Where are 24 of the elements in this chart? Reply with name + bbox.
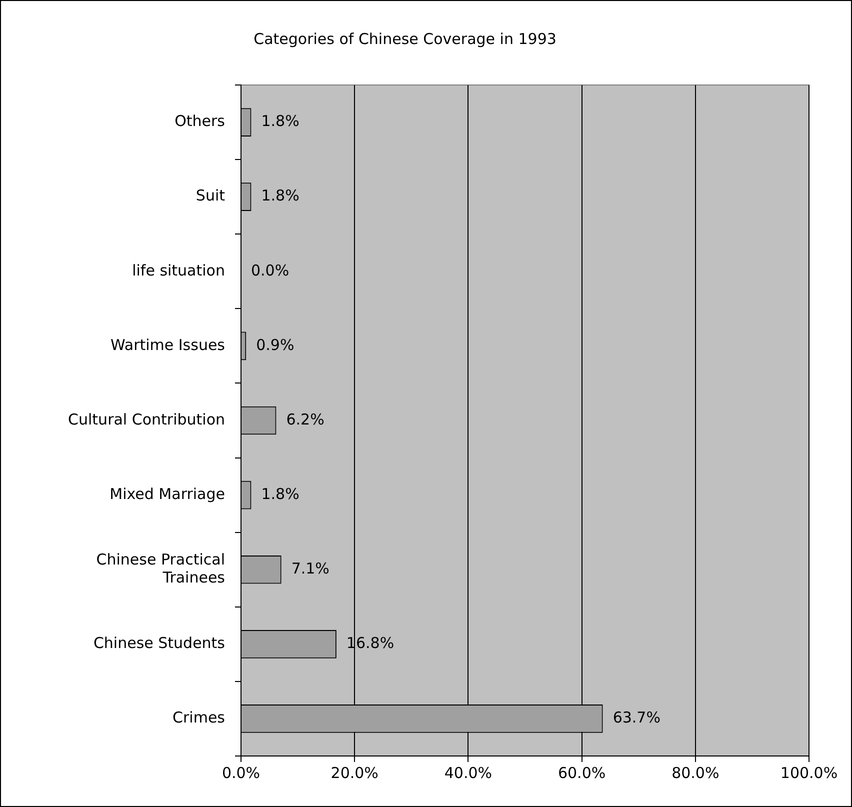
data-label: 1.8%: [261, 112, 300, 130]
x-tick-label: 40.0%: [444, 764, 492, 782]
x-tick-label: 60.0%: [558, 764, 606, 782]
data-label: 63.7%: [612, 708, 660, 727]
y-tick-label: Others: [174, 112, 226, 130]
data-label: 7.1%: [291, 560, 330, 578]
y-tick-label: Chinese Students: [93, 634, 226, 652]
y-tick-label: Mixed Marriage: [110, 484, 225, 503]
data-label: 1.8%: [261, 186, 300, 205]
data-label: 6.2%: [286, 410, 324, 428]
y-tick-label: Chinese Practical Trainees: [96, 550, 226, 586]
y-tick-label: Wartime Issues: [110, 336, 226, 354]
chart-title: Categories of Chinese Coverage in 1993: [254, 30, 556, 48]
data-label: 0.9%: [256, 336, 294, 354]
y-tick-label: Cultural Contribution: [68, 410, 225, 428]
x-tick-label: 20.0%: [330, 764, 378, 782]
data-label: 0.0%: [251, 261, 290, 280]
x-tick-label: 80.0%: [672, 764, 720, 782]
y-tick-label: Suit: [196, 186, 226, 205]
y-tick-label: Crimes: [172, 708, 226, 727]
x-tick-label: 0.0%: [222, 764, 260, 782]
x-tick-label: 100.0%: [780, 764, 838, 782]
data-label: 1.8%: [261, 484, 300, 503]
y-tick-label: life situation: [132, 261, 225, 280]
